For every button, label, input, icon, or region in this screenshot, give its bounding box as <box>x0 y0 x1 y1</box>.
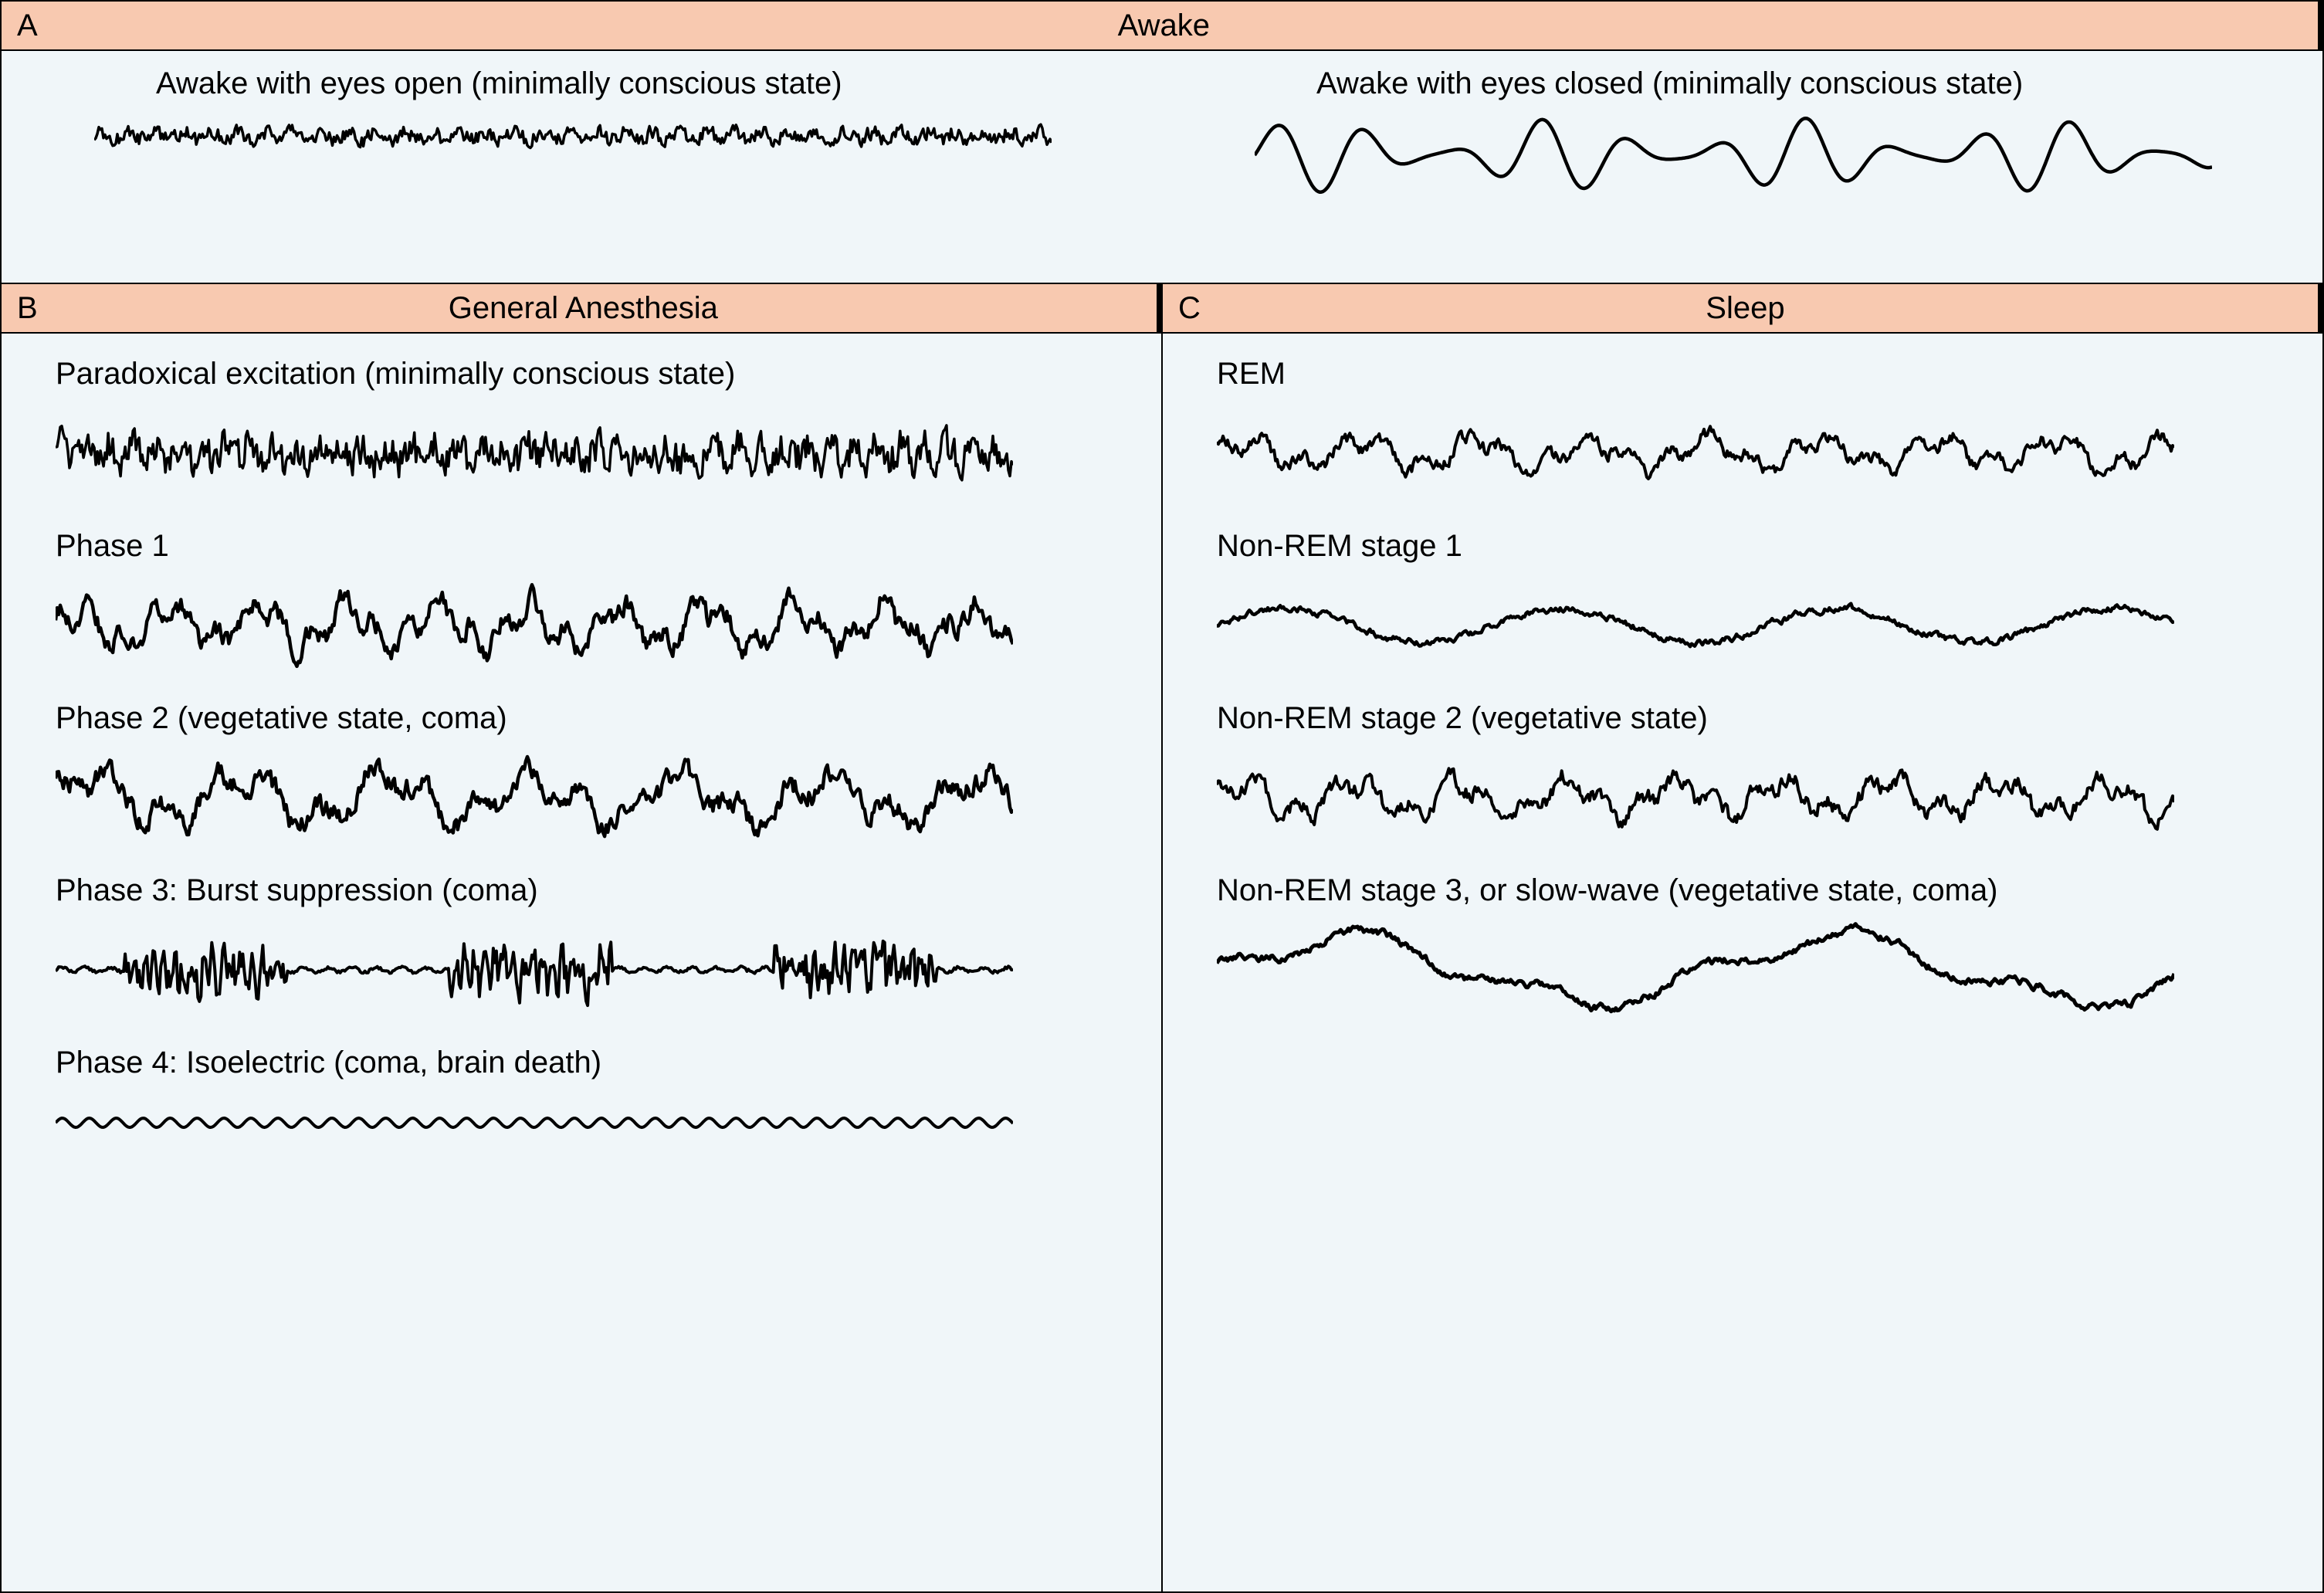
paradoxical-label: Paradoxical excitation (minimally consci… <box>56 357 1115 391</box>
phase4-wave <box>56 1088 1013 1157</box>
nrem3-wave <box>1217 916 2174 1024</box>
rem-label: REM <box>1217 357 2276 391</box>
panel-c-body: REM Non-REM stage 1 Non-REM stage 2 (veg… <box>1163 334 2322 1591</box>
nrem1-wave <box>1217 571 2174 680</box>
nrem3-block: Non-REM stage 3, or slow-wave (vegetativ… <box>1217 873 2276 1024</box>
panel-b-letter: B <box>2 291 56 326</box>
panel-a: A Awake Awake with eyes open (minimally … <box>2 2 2322 284</box>
nrem2-label: Non-REM stage 2 (vegetative state) <box>1217 701 2276 736</box>
panel-bc-row: B General Anesthesia Paradoxical excitat… <box>2 284 2322 1591</box>
panel-b-body: Paradoxical excitation (minimally consci… <box>2 334 1161 1591</box>
nrem2-block: Non-REM stage 2 (vegetative state) <box>1217 701 2276 852</box>
awake-open-label: Awake with eyes open (minimally consciou… <box>94 66 842 101</box>
paradoxical-block: Paradoxical excitation (minimally consci… <box>56 357 1115 507</box>
panel-a-title: Awake <box>56 8 2318 43</box>
panel-c-header: C Sleep <box>1163 284 2322 334</box>
nrem1-label: Non-REM stage 1 <box>1217 529 2276 564</box>
phase3-label: Phase 3: Burst suppression (coma) <box>56 873 1115 908</box>
nrem2-wave <box>1217 744 2174 852</box>
panel-c-letter: C <box>1163 291 1219 326</box>
phase2-wave <box>56 744 1013 852</box>
paradoxical-wave <box>56 399 1013 507</box>
awake-open-wave <box>94 101 1052 171</box>
phase3-block: Phase 3: Burst suppression (coma) <box>56 873 1115 1024</box>
panel-b-header: B General Anesthesia <box>2 284 1161 334</box>
panel-b: B General Anesthesia Paradoxical excitat… <box>2 284 1163 1591</box>
awake-closed-wave <box>1255 101 2212 209</box>
panel-a-body: Awake with eyes open (minimally consciou… <box>2 51 2322 284</box>
awake-closed-block: Awake with eyes closed (minimally consci… <box>1162 51 2322 283</box>
rem-wave <box>1217 399 2174 507</box>
rem-block: REM <box>1217 357 2276 507</box>
panel-c: C Sleep REM Non-REM stage 1 Non-REM stag… <box>1163 284 2322 1591</box>
awake-open-block: Awake with eyes open (minimally consciou… <box>2 51 1162 283</box>
phase2-label: Phase 2 (vegetative state, coma) <box>56 701 1115 736</box>
panel-b-title: General Anesthesia <box>56 291 1157 326</box>
phase4-block: Phase 4: Isoelectric (coma, brain death) <box>56 1046 1115 1157</box>
awake-closed-label: Awake with eyes closed (minimally consci… <box>1255 66 2023 101</box>
phase3-wave <box>56 916 1013 1024</box>
nrem1-block: Non-REM stage 1 <box>1217 529 2276 680</box>
phase1-wave <box>56 571 1013 680</box>
panel-a-letter: A <box>2 8 56 43</box>
phase1-label: Phase 1 <box>56 529 1115 564</box>
phase1-block: Phase 1 <box>56 529 1115 680</box>
eeg-figure: A Awake Awake with eyes open (minimally … <box>0 0 2324 1593</box>
phase2-block: Phase 2 (vegetative state, coma) <box>56 701 1115 852</box>
nrem3-label: Non-REM stage 3, or slow-wave (vegetativ… <box>1217 873 2276 908</box>
panel-a-header: A Awake <box>2 2 2322 51</box>
panel-c-title: Sleep <box>1219 291 2318 326</box>
phase4-label: Phase 4: Isoelectric (coma, brain death) <box>56 1046 1115 1080</box>
